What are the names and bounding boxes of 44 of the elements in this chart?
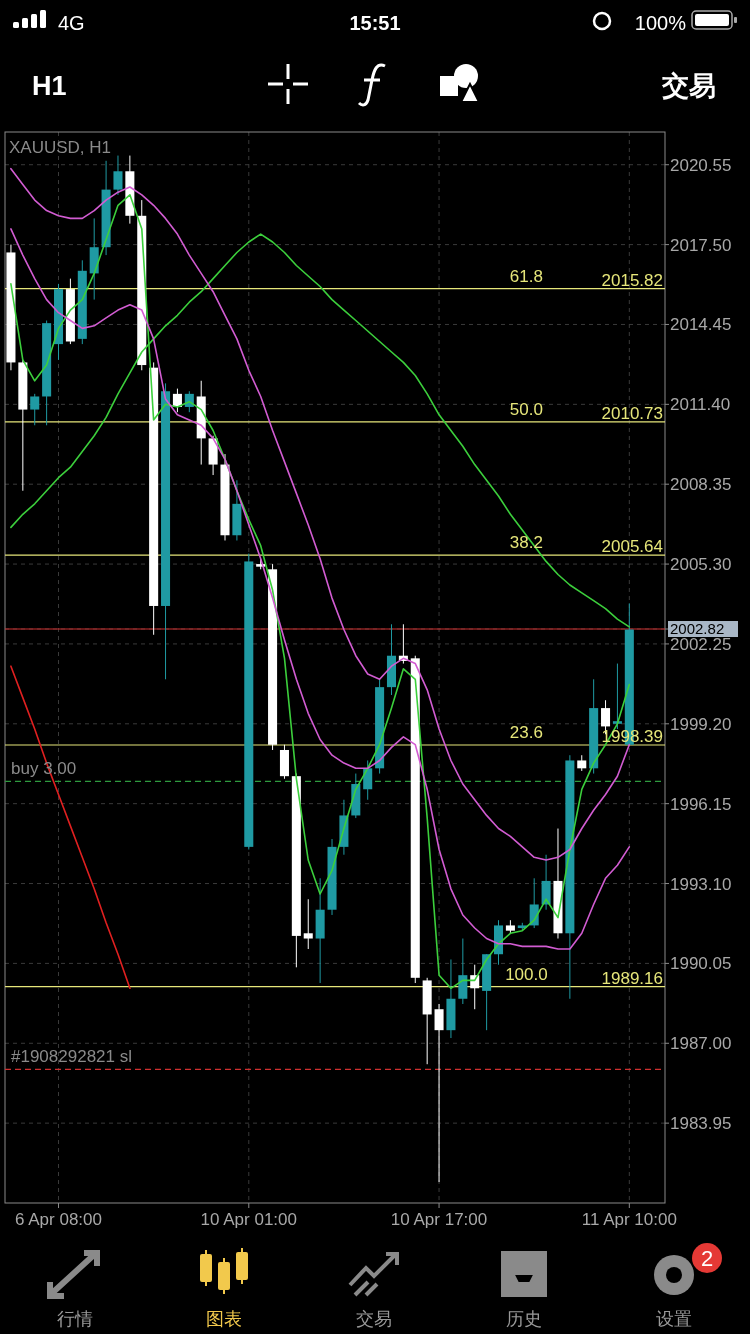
candlestick — [434, 1003, 444, 1183]
text: 图表 — [206, 1309, 242, 1329]
candlestick — [113, 155, 123, 196]
y-tick-label: 1999.20 — [670, 714, 732, 734]
x-tick-label: 10 Apr 01:00 — [200, 1210, 297, 1229]
x-tick-label: 11 Apr 10:00 — [581, 1210, 677, 1229]
text: 100% — [634, 12, 687, 34]
text: 行情 — [57, 1309, 93, 1329]
text: 4G — [58, 12, 85, 34]
text: 交易 — [356, 1309, 392, 1329]
y-tick-label: 2017.50 — [670, 235, 732, 255]
y-tick-label: 1990.05 — [670, 954, 732, 974]
y-tick-label: 2020.55 — [670, 155, 732, 175]
text: 2 — [700, 1246, 714, 1271]
candlestick — [30, 393, 40, 426]
y-tick-label: 2011.40 — [670, 395, 731, 415]
y-tick-label: 2014.45 — [670, 315, 732, 335]
candlestick — [612, 663, 622, 730]
y-tick-label: 1993.10 — [670, 874, 732, 894]
text: H1 — [32, 71, 67, 101]
x-tick-label: 6 Apr 08:00 — [15, 1210, 102, 1229]
text: 15:51 — [349, 12, 401, 34]
annotation: 50.0 — [509, 399, 543, 419]
annotation: 23.6 — [509, 723, 543, 743]
y-tick-label: 1996.15 — [670, 794, 732, 814]
annotation: 61.8 — [509, 266, 543, 286]
y-tick-label: 1987.00 — [670, 1034, 732, 1054]
text: 设置 — [656, 1309, 692, 1329]
y-tick-label: 1983.95 — [670, 1114, 732, 1134]
candlestick — [303, 898, 313, 950]
annotation: 100.0 — [505, 964, 548, 984]
text: 历史 — [506, 1309, 542, 1329]
x-tick-label: 10 Apr 17:00 — [390, 1210, 488, 1229]
candlestick — [458, 938, 468, 1005]
ref-line-label: #1908292821 sl — [11, 1047, 133, 1067]
y-tick-label: 2005.30 — [670, 555, 732, 575]
y-tick-label: 2008.35 — [670, 475, 732, 495]
line-series — [10, 665, 131, 990]
ref-line-label: 2015.82 — [601, 270, 663, 290]
ref-line-label: 1989.16 — [601, 968, 663, 988]
chart-title: XAUUSD, H1 — [9, 138, 112, 157]
text: 交易 — [661, 71, 716, 101]
ref-line-label: 2010.73 — [601, 403, 663, 423]
ref-line-label: 2005.64 — [601, 537, 663, 557]
